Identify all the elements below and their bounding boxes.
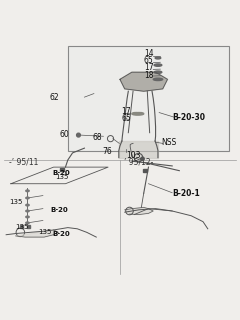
Polygon shape — [125, 207, 153, 215]
Text: 17: 17 — [121, 107, 131, 116]
Text: B-20: B-20 — [52, 170, 70, 176]
Text: ’ 95/12-: ’ 95/12- — [124, 158, 153, 167]
Ellipse shape — [26, 216, 29, 218]
Text: 76: 76 — [103, 147, 112, 156]
Ellipse shape — [26, 197, 29, 199]
Bar — [20, 225, 23, 228]
Text: B-20-30: B-20-30 — [172, 113, 205, 122]
Text: 65: 65 — [144, 56, 153, 65]
Text: 103: 103 — [127, 151, 141, 160]
Text: B-20: B-20 — [52, 231, 70, 237]
Circle shape — [77, 133, 80, 137]
Text: 135: 135 — [10, 198, 23, 204]
Ellipse shape — [153, 78, 163, 81]
Ellipse shape — [137, 113, 144, 115]
Text: 135: 135 — [38, 229, 52, 235]
Polygon shape — [119, 141, 158, 158]
Circle shape — [141, 157, 144, 160]
Polygon shape — [120, 72, 168, 91]
Ellipse shape — [155, 57, 161, 59]
Ellipse shape — [154, 71, 162, 73]
Text: 135: 135 — [55, 174, 68, 180]
Text: B-20-1: B-20-1 — [172, 189, 200, 198]
Ellipse shape — [26, 210, 29, 212]
Text: 17: 17 — [144, 63, 153, 72]
Ellipse shape — [26, 190, 29, 192]
Bar — [27, 225, 30, 228]
Text: 135: 135 — [16, 224, 29, 230]
Ellipse shape — [132, 113, 139, 115]
Ellipse shape — [26, 204, 29, 206]
Bar — [60, 168, 64, 171]
Ellipse shape — [154, 64, 162, 66]
Text: 68: 68 — [93, 133, 102, 142]
Text: 60: 60 — [59, 130, 69, 139]
Ellipse shape — [134, 113, 141, 115]
Text: 14: 14 — [144, 49, 153, 58]
Text: -’ 95/11: -’ 95/11 — [8, 158, 38, 167]
Text: NSS: NSS — [162, 138, 177, 147]
Text: 18: 18 — [144, 71, 153, 80]
Bar — [143, 169, 147, 172]
Text: 65: 65 — [121, 115, 131, 124]
Polygon shape — [16, 230, 58, 237]
Text: 62: 62 — [50, 92, 60, 102]
Text: B-20: B-20 — [50, 207, 68, 213]
Bar — [68, 46, 229, 150]
Ellipse shape — [26, 222, 29, 224]
